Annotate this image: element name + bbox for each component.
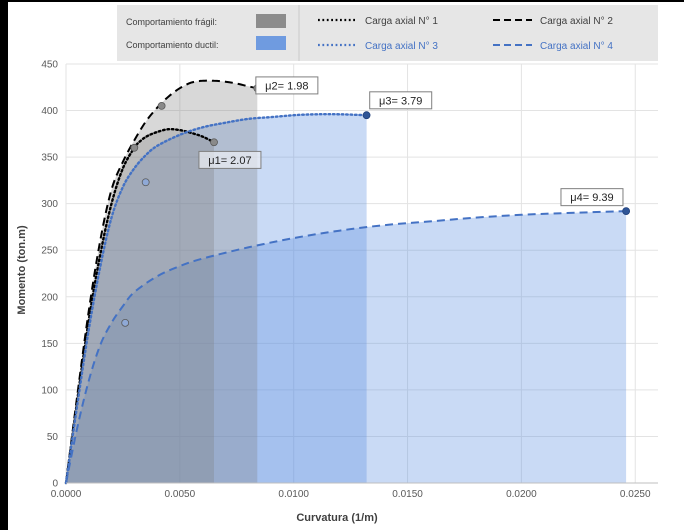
x-tick-label: 0.0050	[165, 489, 196, 500]
annotation-label-4: μ4= 9.39	[570, 192, 613, 204]
y-tick-label: 100	[41, 385, 58, 396]
legend-swatch-fragil	[256, 14, 286, 28]
annotation-box-1	[198, 150, 262, 169]
marker-3-2	[362, 111, 371, 120]
y-tick-label: 250	[41, 246, 58, 257]
grid	[65, 63, 658, 484]
annotation-box-3	[369, 91, 433, 110]
x-tick-label: 0.0100	[278, 489, 309, 500]
y-tick-label: 50	[47, 432, 59, 443]
area-fill-3	[66, 114, 367, 484]
annotation-label-1: μ1= 2.07	[208, 155, 251, 167]
marker-2-1	[157, 102, 166, 110]
y-axis-title: Momento (ton.m)	[16, 225, 28, 315]
x-axis-title: Curvatura (1/m)	[296, 512, 378, 524]
legend-label-n2: Carga axial N° 2	[540, 16, 613, 27]
legend-label-n4: Carga axial N° 4	[540, 41, 613, 52]
annotation-label-2: μ2= 1.98	[265, 80, 308, 92]
area-fills	[66, 80, 627, 484]
x-tick-label: 0.0150	[392, 489, 423, 500]
y-tick-label: 350	[41, 153, 58, 164]
y-tick-label: 400	[41, 106, 58, 117]
top-border	[0, 0, 684, 2]
marker-4-2	[622, 207, 631, 216]
annotation-box-2	[255, 76, 319, 95]
annotations: μ1= 2.07 μ2= 1.98 μ3= 3.79 μ4= 9.39	[198, 76, 624, 207]
marker-1-1	[130, 143, 139, 152]
y-tick-label: 0	[52, 479, 58, 490]
axes: 0 50 100 150 200 250 300 350 400 450 0.0000 0.0050 0…	[41, 60, 658, 500]
legend-label-fragil: Comportamiento frágil:	[126, 17, 217, 27]
area-fill-2	[66, 80, 258, 483]
y-tick-label: 150	[41, 339, 58, 350]
area-fill-4	[66, 211, 627, 483]
marker-3-1	[141, 178, 150, 187]
x-tick-label: 0.0250	[620, 489, 651, 500]
legend-background	[117, 5, 658, 61]
legend-label-n1: Carga axial N° 1	[365, 16, 438, 27]
y-tick-label: 300	[41, 199, 58, 210]
marker-4-1	[121, 318, 130, 327]
y-tick-label: 200	[41, 292, 58, 303]
annotation-label-3: μ3= 3.79	[379, 95, 422, 107]
marker-1-2	[210, 138, 218, 147]
legend-label-n3: Carga axial N° 3	[365, 41, 438, 52]
legend: Comportamiento frágil: Comportamiento du…	[117, 5, 658, 61]
legend-label-ductil: Comportamiento ductil:	[126, 40, 219, 50]
left-border	[0, 0, 8, 530]
area-fill-1	[66, 129, 214, 484]
series-line-3	[64, 112, 368, 485]
y-tick-label: 450	[41, 60, 58, 71]
series-line-4	[65, 210, 627, 484]
x-tick-label: 0.0200	[506, 489, 537, 500]
legend-swatch-ductil	[256, 36, 286, 50]
x-tick-label: 0.0000	[51, 489, 82, 500]
annotation-box-4	[560, 188, 624, 207]
